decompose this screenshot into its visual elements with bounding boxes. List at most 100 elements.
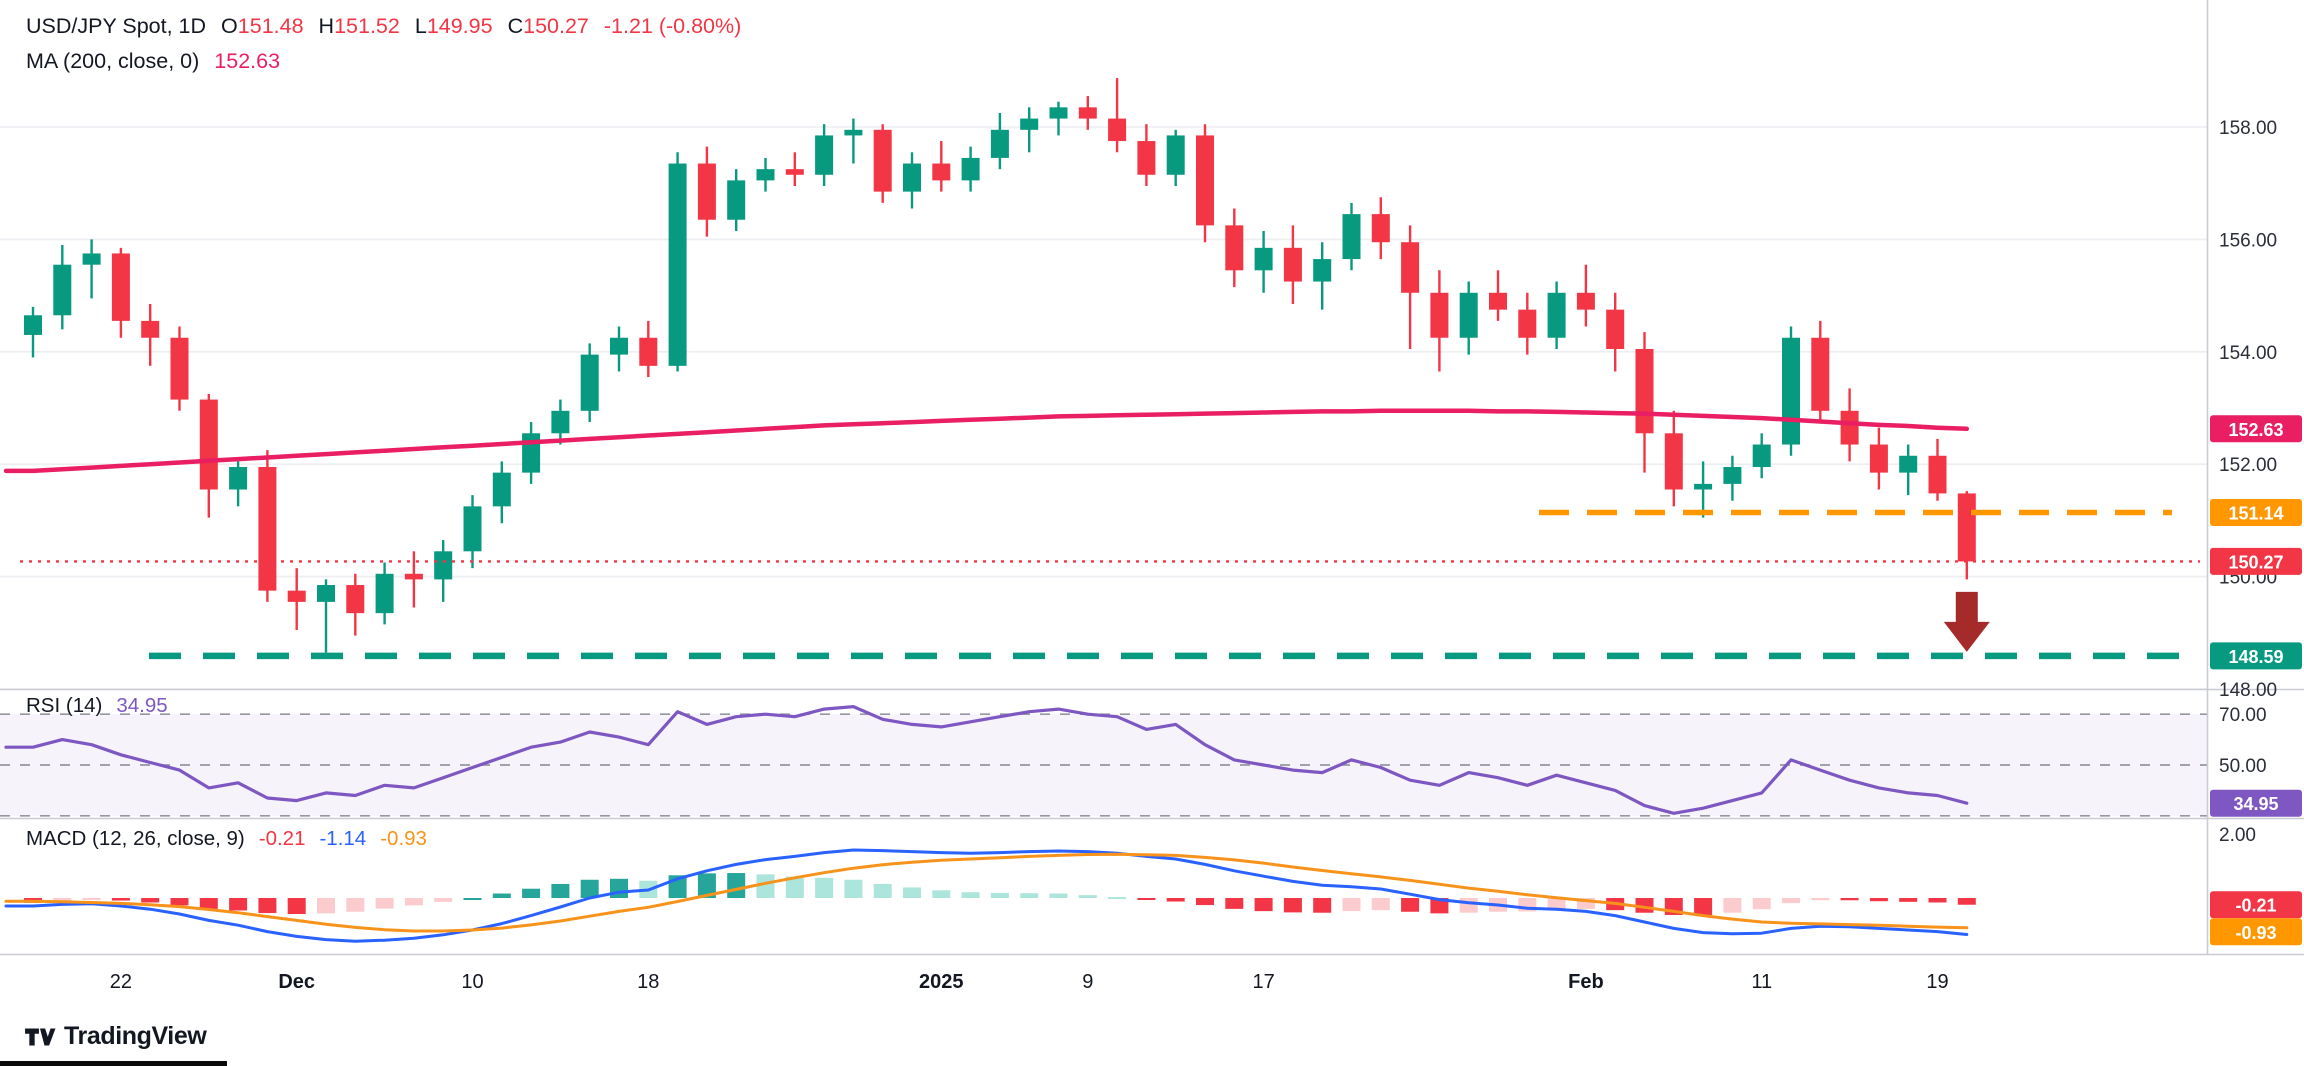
candle[interactable] xyxy=(492,461,511,524)
candle[interactable] xyxy=(1957,491,1976,580)
time-axis-label[interactable]: 9 xyxy=(1082,971,1093,993)
candle[interactable] xyxy=(1489,270,1507,321)
candle[interactable] xyxy=(1459,281,1478,355)
candle[interactable] xyxy=(1811,320,1830,423)
candle[interactable] xyxy=(1782,326,1800,456)
macd-hist-bar xyxy=(1078,895,1097,898)
axis-tick-label: 70.00 xyxy=(2219,705,2267,726)
candle[interactable] xyxy=(375,562,394,625)
candle[interactable] xyxy=(1137,124,1156,187)
candle[interactable] xyxy=(1371,197,1390,260)
candle[interactable] xyxy=(1547,281,1566,349)
time-axis-label[interactable]: 18 xyxy=(637,971,659,993)
candle[interactable] xyxy=(1723,455,1742,501)
macd-hist-bar xyxy=(1576,898,1595,909)
candle[interactable] xyxy=(1928,438,1947,501)
macd-hist-bar xyxy=(1928,898,1947,903)
ma-indicator-header: MA (200, close, 0) 152.63 xyxy=(26,49,280,74)
macd-hist-bar xyxy=(1342,898,1361,912)
candle[interactable] xyxy=(785,152,804,187)
candle[interactable] xyxy=(1283,225,1302,305)
candle[interactable] xyxy=(1518,292,1537,355)
candle[interactable] xyxy=(199,393,218,518)
time-axis-label[interactable]: 11 xyxy=(1751,971,1772,993)
candle[interactable] xyxy=(522,422,541,484)
candle[interactable] xyxy=(697,146,716,237)
candle[interactable] xyxy=(1606,292,1625,372)
axis-tick-label: 152.00 xyxy=(2219,455,2277,476)
candle[interactable] xyxy=(1166,129,1185,187)
candle[interactable] xyxy=(1635,332,1654,473)
candle[interactable] xyxy=(961,146,980,192)
candle[interactable] xyxy=(141,304,160,366)
candle[interactable] xyxy=(639,320,658,378)
time-axis-label[interactable]: 19 xyxy=(1926,971,1948,993)
candle[interactable] xyxy=(1049,101,1068,136)
candle[interactable] xyxy=(1254,230,1273,293)
candle[interactable] xyxy=(404,551,423,608)
candle[interactable] xyxy=(1313,242,1332,310)
candle[interactable] xyxy=(1225,208,1244,288)
svg-text:151.14: 151.14 xyxy=(2228,504,2283,524)
ma-indicator-label[interactable]: MA (200, close, 0) xyxy=(26,49,200,73)
candle[interactable] xyxy=(1020,107,1039,153)
macd-hist-bar xyxy=(1283,898,1302,913)
candle[interactable] xyxy=(1430,270,1449,372)
candle[interactable] xyxy=(1899,444,1918,496)
macd-label[interactable]: MACD (12, 26, close, 9) xyxy=(26,827,245,850)
tradingview-logo[interactable]: TradingView xyxy=(24,1022,207,1051)
candle[interactable] xyxy=(932,141,951,192)
macd-hist-bar xyxy=(903,887,921,898)
time-axis-label[interactable]: Feb xyxy=(1568,971,1604,993)
candle[interactable] xyxy=(1108,78,1127,153)
macd-hist-bar xyxy=(1254,898,1273,912)
time-axis-label[interactable]: 17 xyxy=(1252,971,1274,993)
candle[interactable] xyxy=(1752,433,1771,479)
candle[interactable] xyxy=(668,152,687,372)
rsi-label[interactable]: RSI (14) xyxy=(26,694,103,717)
candle[interactable] xyxy=(990,112,1009,170)
macd-hist-bar xyxy=(1811,898,1830,901)
symbol-title[interactable]: USD/JPY Spot, 1D xyxy=(26,14,207,38)
candle[interactable] xyxy=(844,118,863,164)
candle[interactable] xyxy=(258,450,277,602)
candle[interactable] xyxy=(1576,264,1595,327)
candle[interactable] xyxy=(24,306,42,358)
down-arrow-annotation[interactable] xyxy=(1943,591,1990,652)
candle[interactable] xyxy=(111,247,130,338)
time-axis-label[interactable]: 2025 xyxy=(919,971,964,993)
candle[interactable] xyxy=(170,326,189,411)
candle[interactable] xyxy=(727,169,746,231)
candle[interactable] xyxy=(1342,202,1361,271)
support-badge: 148.59 xyxy=(2210,642,2302,670)
candle[interactable] xyxy=(1694,461,1713,518)
macd-hist-bar xyxy=(375,898,394,909)
candle[interactable] xyxy=(229,461,248,507)
candle[interactable] xyxy=(551,399,570,445)
macd-hist-bar xyxy=(844,879,863,898)
macd-hist-bar xyxy=(229,898,248,911)
candle[interactable] xyxy=(903,152,921,209)
candle[interactable] xyxy=(1664,410,1683,507)
candle[interactable] xyxy=(873,124,892,203)
candle[interactable] xyxy=(463,495,482,569)
candle[interactable] xyxy=(1401,225,1420,349)
time-axis-label[interactable]: Dec xyxy=(278,971,315,993)
candle[interactable] xyxy=(815,124,834,187)
candle[interactable] xyxy=(434,540,453,602)
candle[interactable] xyxy=(610,326,628,372)
time-axis-label[interactable]: 10 xyxy=(461,971,483,993)
time-axis-label[interactable]: 22 xyxy=(110,971,132,993)
low-value: 149.95 xyxy=(426,14,493,38)
candle[interactable] xyxy=(287,568,306,630)
candle[interactable] xyxy=(82,239,101,299)
candle[interactable] xyxy=(1869,427,1888,490)
candle[interactable] xyxy=(53,245,72,330)
candle[interactable] xyxy=(756,157,775,192)
candle[interactable] xyxy=(346,573,365,636)
candle[interactable] xyxy=(1078,96,1097,130)
candle[interactable] xyxy=(317,579,335,653)
candle[interactable] xyxy=(580,343,599,423)
candle[interactable] xyxy=(1196,124,1214,243)
